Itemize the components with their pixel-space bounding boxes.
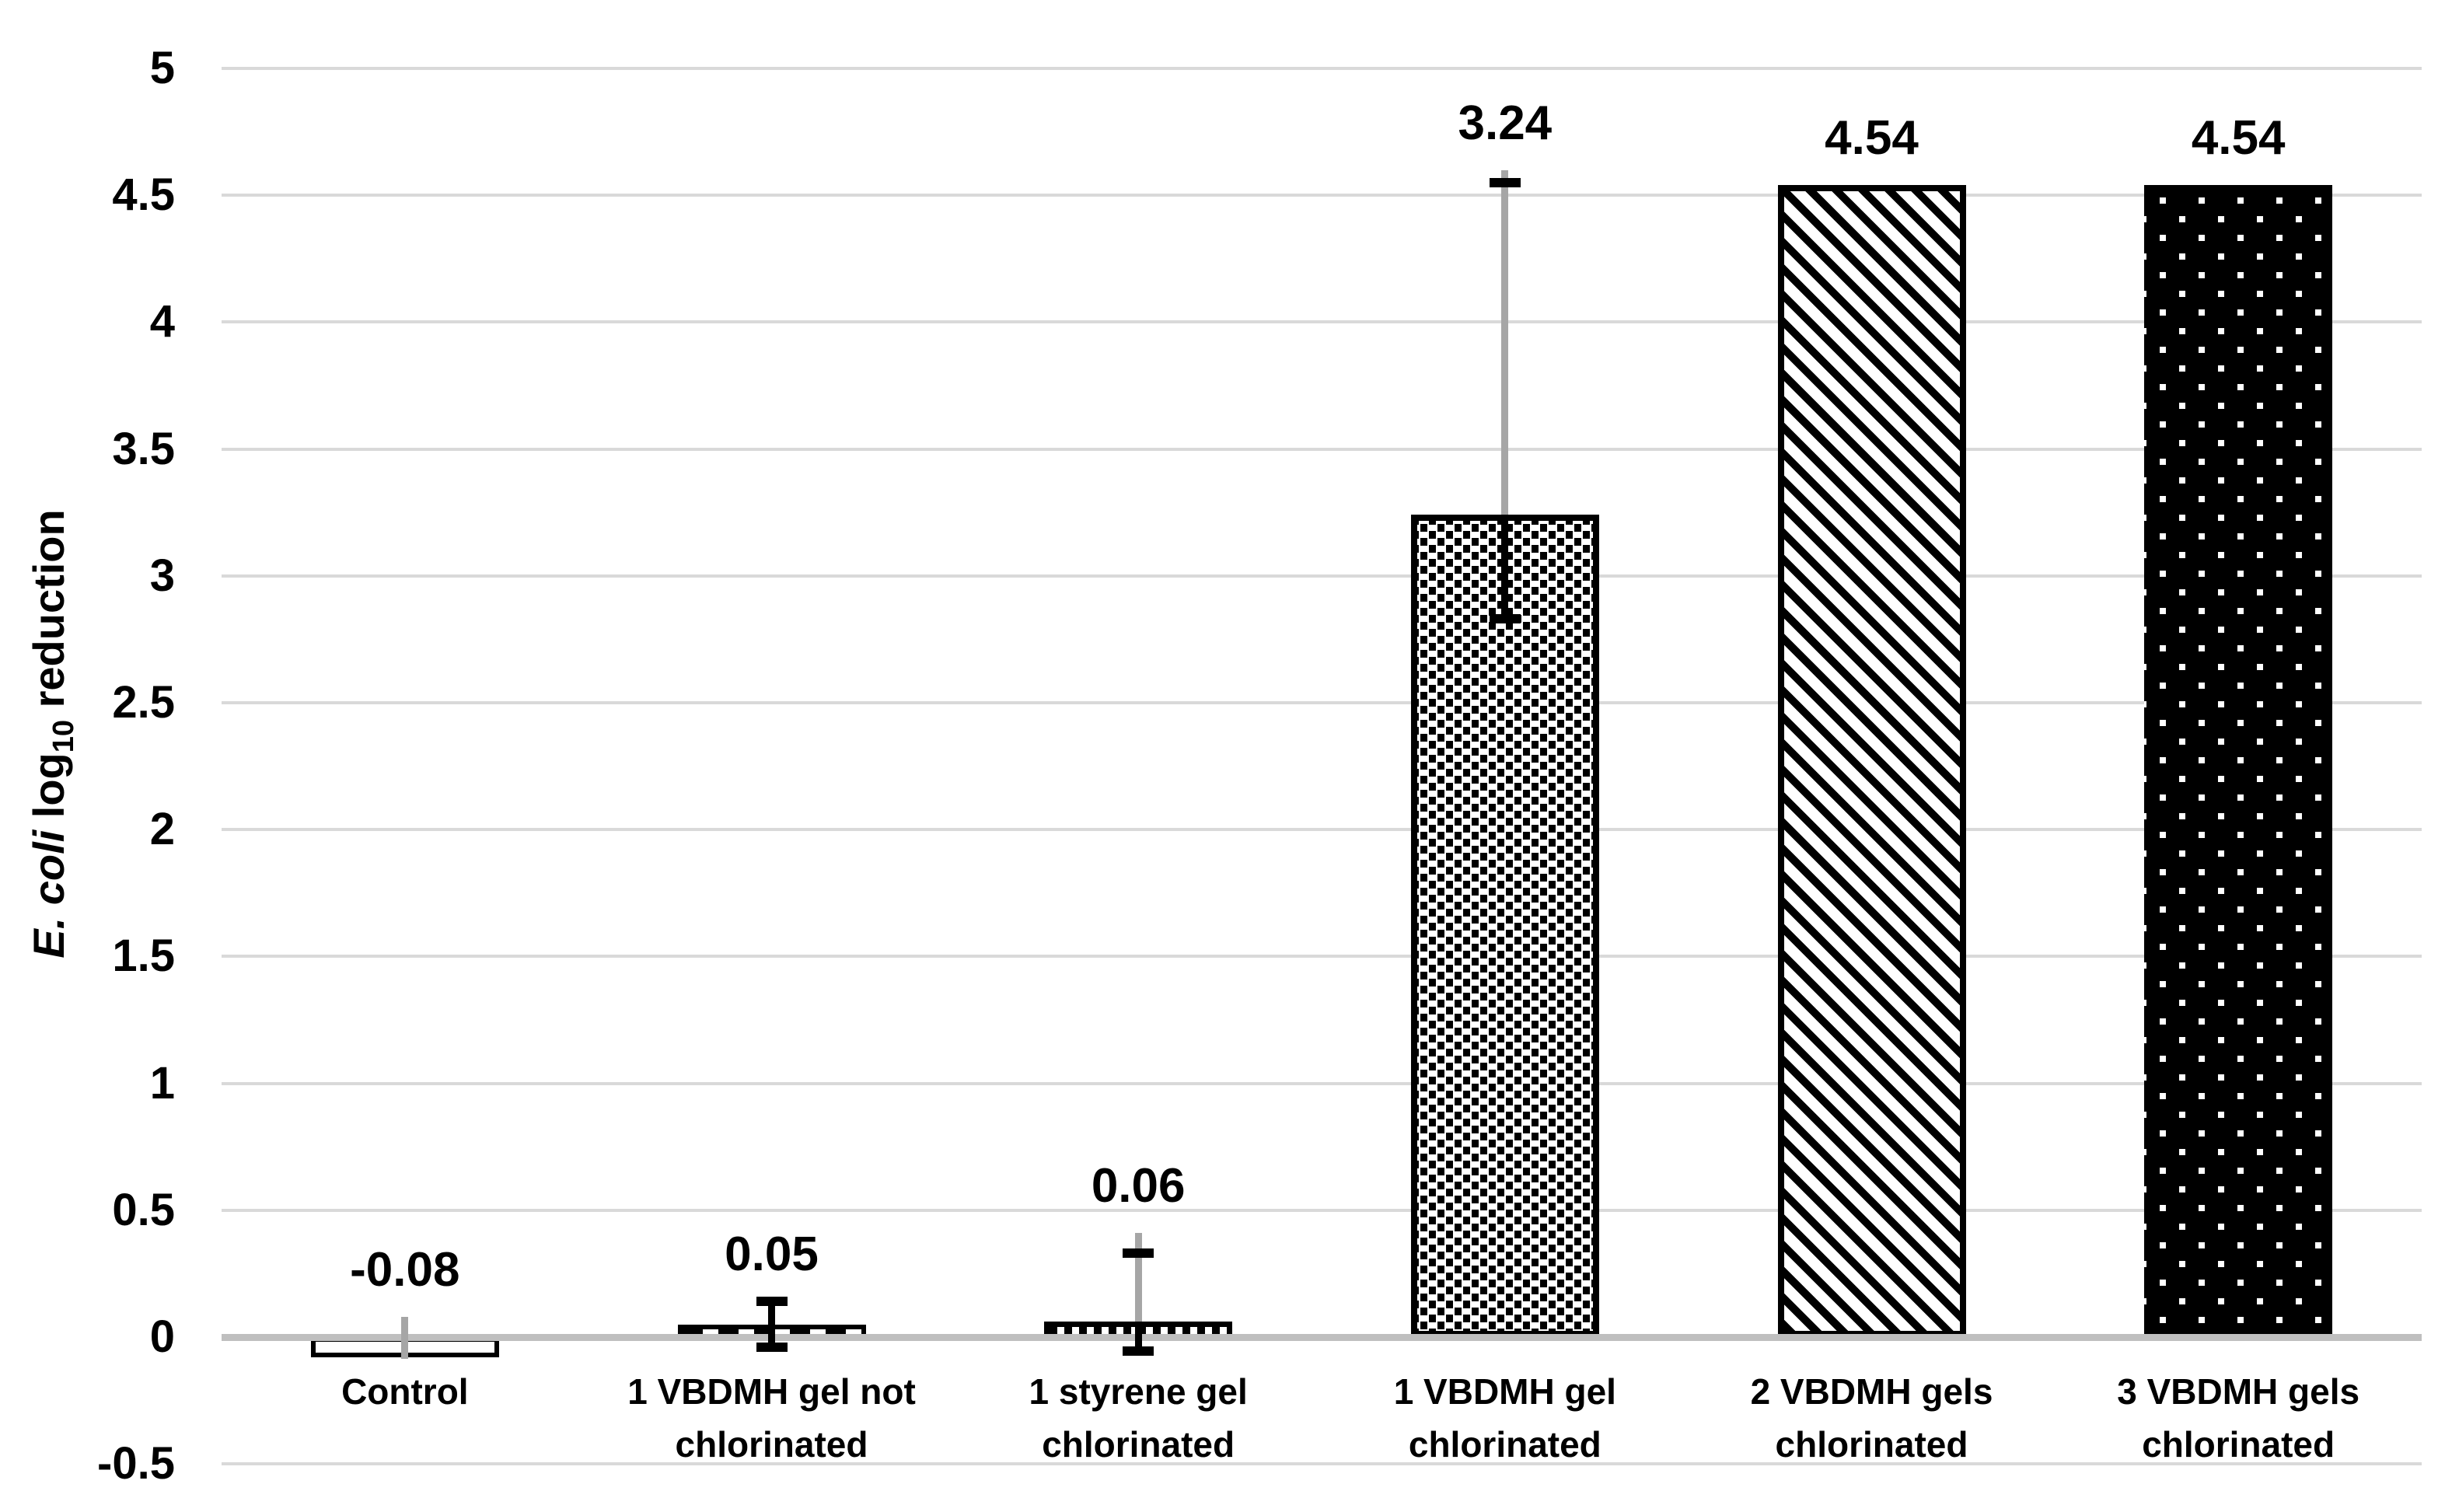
y-tick-label: 3 xyxy=(149,550,175,601)
value-label: 0.06 xyxy=(1091,1159,1186,1213)
error-cap xyxy=(1123,1248,1154,1259)
error-stem xyxy=(1134,1233,1142,1322)
bar-1-vbdmh-gel-chlorinated xyxy=(1410,515,1599,1337)
value-label: 4.54 xyxy=(1825,111,1919,166)
category-label-line: 1 VBDMH gel xyxy=(1393,1371,1616,1412)
gridline xyxy=(222,320,2422,324)
gridline xyxy=(222,1462,2422,1466)
category-label-line: chlorinated xyxy=(1042,1424,1235,1465)
gridline xyxy=(222,67,2422,70)
y-tick-label: 4 xyxy=(149,296,175,347)
category-label-line: Control xyxy=(341,1371,469,1412)
bar-3-vbdmh-gels-chlorinated xyxy=(2144,185,2333,1337)
error-cap xyxy=(756,1297,788,1307)
gridline xyxy=(222,574,2422,578)
error-cap xyxy=(756,1343,788,1353)
gridline xyxy=(222,828,2422,832)
y-tick-label: 0 xyxy=(149,1311,175,1362)
error-stem xyxy=(768,1301,775,1348)
y-tick-label: 2 xyxy=(149,804,175,855)
category-label-line: 2 VBDMH gels xyxy=(1750,1371,1993,1412)
y-tick-label: 0.5 xyxy=(112,1184,175,1235)
category-label-line: chlorinated xyxy=(675,1424,868,1465)
category-label: 1 styrene gel chlorinated xyxy=(955,1365,1321,1471)
error-stem xyxy=(1501,169,1509,515)
gridline xyxy=(222,194,2422,197)
gridline xyxy=(222,1334,2422,1341)
gridline xyxy=(222,447,2422,451)
category-label-line: chlorinated xyxy=(1408,1424,1601,1465)
gridline xyxy=(222,701,2422,704)
y-tick-label: 1 xyxy=(149,1057,175,1109)
value-label: 4.54 xyxy=(2191,111,2286,166)
error-stem xyxy=(401,1316,409,1359)
error-stem xyxy=(1501,515,1509,620)
error-cap xyxy=(1123,1346,1154,1356)
error-stem xyxy=(1134,1322,1142,1351)
category-label-line: chlorinated xyxy=(1775,1424,1968,1465)
y-tick-label: 5 xyxy=(149,43,175,93)
y-tick-label: 3.5 xyxy=(112,423,175,474)
category-label-line: 1 VBDMH gel not xyxy=(627,1371,916,1412)
category-label: 1 VBDMH gel chlorinated xyxy=(1322,1365,1688,1471)
category-label-line: 1 styrene gel xyxy=(1029,1371,1248,1412)
gridline xyxy=(222,1208,2422,1212)
y-tick-label: -0.5 xyxy=(97,1438,175,1489)
gridline xyxy=(222,955,2422,959)
y-tick-label: 4.5 xyxy=(112,169,175,221)
y-tick-label: 2.5 xyxy=(112,677,175,728)
category-label: 2 VBDMH gels chlorinated xyxy=(1689,1365,2055,1471)
error-cap xyxy=(1489,177,1521,187)
category-label: 1 VBDMH gel not chlorinated xyxy=(589,1365,955,1471)
y-tick-label: 1.5 xyxy=(112,931,175,982)
category-label: Control xyxy=(222,1365,588,1418)
bar-2-vbdmh-gels-chlorinated xyxy=(1777,185,1966,1337)
category-label-line: chlorinated xyxy=(2142,1424,2335,1465)
category-label-line: 3 VBDMH gels xyxy=(2117,1371,2360,1412)
value-label: -0.08 xyxy=(350,1242,460,1297)
value-label: 0.05 xyxy=(725,1227,819,1282)
gridline xyxy=(222,1081,2422,1085)
error-cap xyxy=(1489,614,1521,624)
value-label: 3.24 xyxy=(1458,96,1553,150)
category-label: 3 VBDMH gels chlorinated xyxy=(2056,1365,2421,1471)
